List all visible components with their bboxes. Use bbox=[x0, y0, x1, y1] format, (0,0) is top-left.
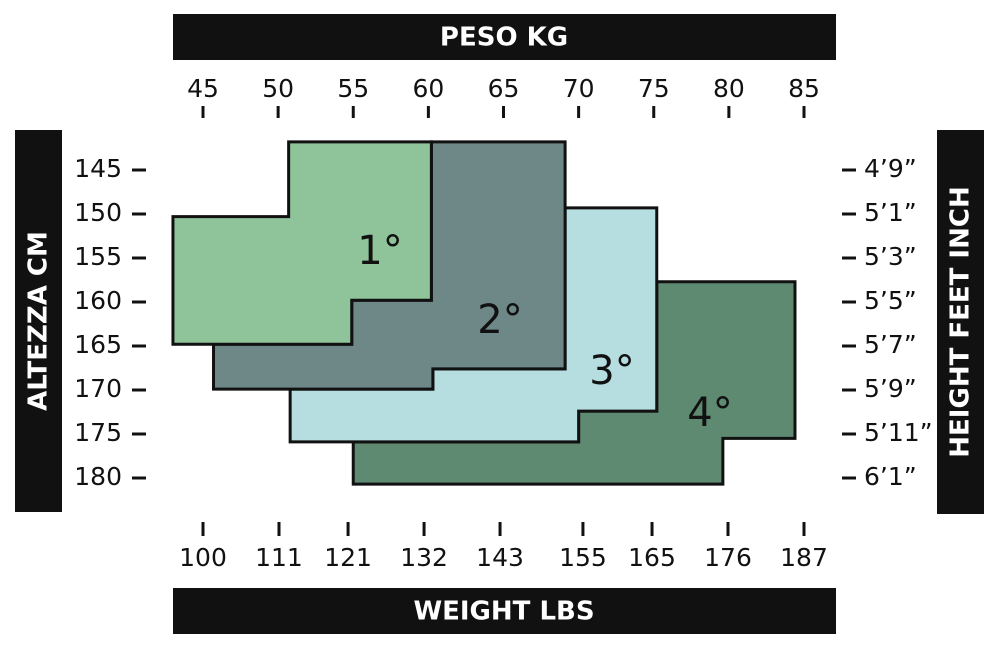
x2-tick-label: 132 bbox=[400, 543, 448, 572]
x2-tick-label: 187 bbox=[780, 543, 828, 572]
x-tick-label: 55 bbox=[337, 74, 369, 103]
y-tick-label: 170 bbox=[74, 374, 122, 403]
bottom-bar bbox=[173, 588, 836, 634]
x2-tick-label: 155 bbox=[559, 543, 607, 572]
y-tick-label: 165 bbox=[74, 330, 122, 359]
x2-tick-label: 165 bbox=[628, 543, 676, 572]
x-tick-label: 80 bbox=[713, 74, 745, 103]
y2-tick-label: 5’1” bbox=[864, 198, 917, 227]
y2-tick-label: 5’9” bbox=[864, 374, 917, 403]
y2-tick-label: 6’1” bbox=[864, 462, 917, 491]
x-tick-label: 45 bbox=[187, 74, 219, 103]
x-tick-label: 85 bbox=[788, 74, 820, 103]
y-tick-label: 160 bbox=[74, 286, 122, 315]
x-title: PESO KG bbox=[440, 23, 568, 53]
right-bar bbox=[937, 130, 984, 514]
x-tick-label: 70 bbox=[563, 74, 595, 103]
y-tick-label: 145 bbox=[74, 154, 122, 183]
y2-tick-label: 5’11” bbox=[864, 418, 933, 447]
region-label: 2° bbox=[477, 297, 522, 343]
x-tick-label: 50 bbox=[262, 74, 294, 103]
y2-tick-label: 4’9” bbox=[864, 154, 917, 183]
x2-tick-label: 176 bbox=[704, 543, 752, 572]
x2-tick-label: 121 bbox=[324, 543, 372, 572]
y-tick-label: 155 bbox=[74, 242, 122, 271]
size-region bbox=[171, 140, 433, 346]
x-tick-label: 60 bbox=[412, 74, 444, 103]
x-tick-label: 75 bbox=[638, 74, 670, 103]
x-tick-label: 65 bbox=[488, 74, 520, 103]
x2-title: WEIGHT LBS bbox=[413, 597, 594, 627]
top-bar bbox=[173, 14, 836, 60]
y-tick-label: 175 bbox=[74, 418, 122, 447]
y2-tick-label: 5’3” bbox=[864, 242, 917, 271]
region-label: 3° bbox=[589, 348, 634, 394]
left-bar bbox=[15, 130, 62, 512]
y-title: ALTEZZA CM bbox=[24, 231, 54, 411]
y2-tick-label: 5’7” bbox=[864, 330, 917, 359]
x2-tick-label: 143 bbox=[476, 543, 524, 572]
y2-tick-label: 5’5” bbox=[864, 286, 917, 315]
y-tick-label: 150 bbox=[74, 198, 122, 227]
x2-tick-label: 100 bbox=[179, 543, 227, 572]
region-label: 4° bbox=[687, 390, 732, 436]
y-tick-label: 180 bbox=[74, 462, 122, 491]
x2-tick-label: 111 bbox=[255, 543, 303, 572]
region-label: 1° bbox=[357, 228, 402, 274]
y2-title: HEIGHT FEET INCH bbox=[946, 186, 976, 457]
